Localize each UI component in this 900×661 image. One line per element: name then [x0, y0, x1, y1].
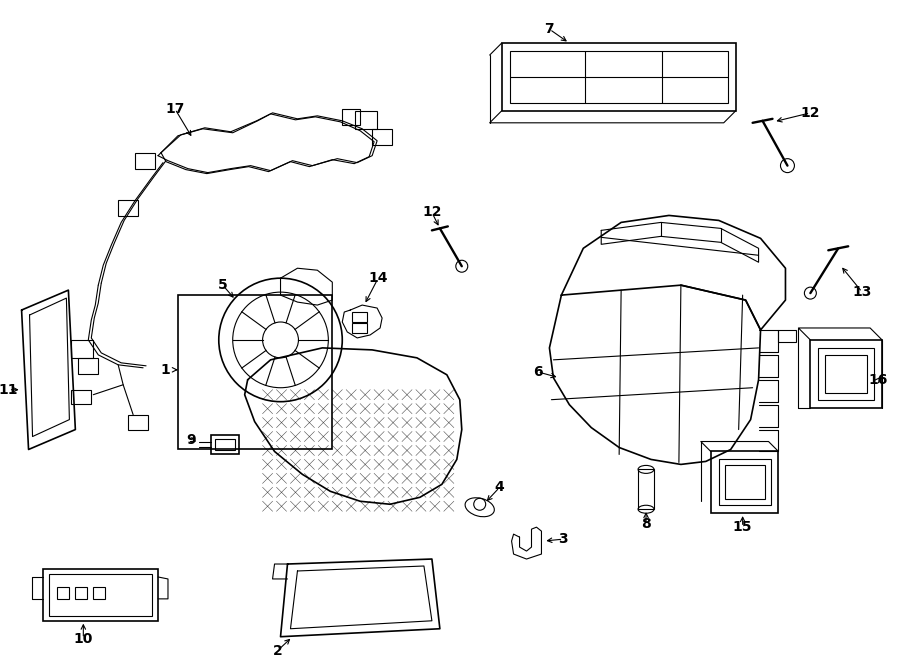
Bar — [711, 451, 778, 513]
Bar — [818, 348, 874, 400]
Bar — [810, 340, 882, 408]
Text: 2: 2 — [273, 644, 283, 658]
Text: 16: 16 — [868, 373, 887, 387]
Bar — [356, 111, 377, 129]
Bar — [509, 51, 728, 103]
Bar — [135, 153, 155, 169]
Text: 7: 7 — [544, 22, 554, 36]
Text: 4: 4 — [495, 481, 505, 494]
Text: 1: 1 — [160, 363, 170, 377]
Bar — [638, 469, 654, 509]
Text: 6: 6 — [533, 365, 543, 379]
Bar — [352, 312, 367, 322]
Bar — [501, 43, 735, 111]
Bar — [71, 340, 94, 358]
Text: 13: 13 — [852, 285, 872, 299]
Text: 10: 10 — [74, 632, 93, 646]
Bar — [76, 587, 87, 599]
Bar — [352, 323, 367, 333]
Bar — [724, 465, 765, 499]
Bar — [94, 587, 105, 599]
Bar — [372, 129, 392, 145]
Bar — [43, 569, 158, 621]
Bar — [128, 414, 148, 430]
Text: 14: 14 — [368, 271, 388, 285]
Text: 12: 12 — [801, 106, 820, 120]
Bar — [719, 459, 770, 505]
Text: 5: 5 — [218, 278, 228, 292]
Bar — [778, 330, 796, 342]
Text: 12: 12 — [422, 206, 442, 219]
Bar — [825, 355, 867, 393]
Text: 17: 17 — [166, 102, 184, 116]
Bar — [118, 200, 138, 216]
Bar — [58, 587, 69, 599]
Bar — [78, 358, 98, 373]
Bar — [178, 295, 332, 449]
Text: 15: 15 — [733, 520, 752, 534]
Bar — [211, 434, 239, 455]
Text: 11: 11 — [0, 383, 18, 397]
Bar — [215, 438, 235, 451]
Text: 9: 9 — [186, 432, 195, 447]
Text: 8: 8 — [641, 517, 651, 531]
Text: 3: 3 — [559, 532, 568, 546]
Bar — [342, 109, 360, 125]
Bar — [71, 390, 91, 404]
Bar — [50, 574, 152, 616]
